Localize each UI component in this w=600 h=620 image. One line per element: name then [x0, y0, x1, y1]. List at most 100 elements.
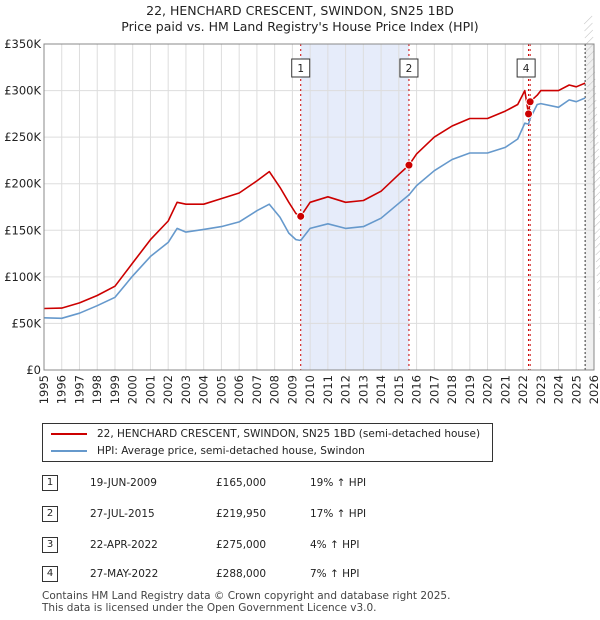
transaction-date: 27-MAY-2022	[90, 568, 159, 580]
forecast-hatch	[590, 155, 600, 165]
x-tick-label: 2011	[321, 375, 335, 404]
forecast-hatch	[593, 206, 600, 214]
forecast-hatch	[584, 29, 594, 39]
forecast-hatch	[586, 64, 595, 74]
x-tick-label: 2023	[534, 375, 548, 404]
y-tick-label: £200K	[4, 177, 41, 191]
forecast-hatch	[593, 213, 600, 221]
sale-number-label: 2	[406, 63, 413, 75]
forecast-region	[585, 44, 594, 370]
forecast-hatch	[595, 257, 600, 263]
forecast-hatch	[595, 242, 600, 249]
forecast-hatch	[586, 57, 595, 67]
y-tick-label: £50K	[12, 316, 42, 330]
sale-number-box	[291, 58, 311, 78]
forecast-hatch	[585, 50, 595, 60]
forecast-hatch	[596, 272, 600, 277]
forecast-hatch	[591, 162, 600, 172]
forecast-hatch	[597, 294, 600, 298]
forecast-hatch	[588, 99, 597, 109]
transaction-number: 4	[42, 566, 58, 582]
forecast-hatch	[584, 22, 593, 32]
x-tick-label: 2021	[498, 375, 512, 404]
transaction-number: 1	[42, 475, 58, 491]
x-tick-label: 2000	[126, 375, 140, 404]
x-tick-label: 2012	[339, 375, 353, 404]
forecast-hatch	[589, 120, 598, 130]
x-tick-label: 2017	[427, 375, 441, 404]
x-tick-label: 2022	[516, 375, 530, 404]
y-tick-label: £0	[26, 363, 41, 377]
x-tick-label: 2010	[303, 375, 317, 404]
x-tick-label: 2007	[250, 375, 264, 404]
sale-number-box	[516, 58, 536, 78]
forecast-hatch	[588, 106, 597, 116]
y-tick-label: £350K	[4, 37, 41, 51]
y-tick-label: £150K	[4, 223, 41, 237]
legend-label-hpi: HPI: Average price, semi-detached house,…	[97, 445, 365, 457]
transaction-price: £165,000	[216, 477, 267, 489]
hpi-line	[43, 97, 586, 320]
transaction-hpi: 4% ↑ HPI	[310, 539, 360, 551]
x-tick-label: 2019	[463, 375, 477, 404]
price-chart: 1 2 4 £0 £50K £100K £150K £200K £250K £300K £350K…	[4, 15, 600, 404]
legend-swatch-property	[51, 433, 87, 435]
forecast-hatch	[585, 43, 594, 53]
x-tick-label: 2013	[356, 375, 370, 404]
transaction-hpi: 19% ↑ HPI	[310, 477, 367, 489]
legend-item-hpi: HPI: Average price, semi-detached house,…	[51, 443, 365, 459]
x-tick-label: 1999	[108, 375, 122, 404]
x-tick-label: 2004	[197, 375, 211, 404]
sale-number-box	[399, 58, 419, 78]
transaction-hpi: 17% ↑ HPI	[310, 508, 367, 520]
transaction-number: 2	[42, 506, 58, 522]
forecast-hatch	[597, 287, 600, 291]
sale-point	[524, 109, 534, 119]
transaction-price: £288,000	[216, 568, 267, 580]
transaction-number: 3	[42, 537, 58, 553]
transaction-date: 19-JUN-2009	[90, 477, 157, 489]
transaction-row: 2 27-JUL-2015 £219,950 17% ↑ HPI	[42, 504, 562, 524]
sale-point	[525, 97, 535, 107]
forecast-hatch	[587, 92, 597, 102]
x-tick-label: 2008	[268, 375, 282, 404]
forecast-hatch	[596, 264, 600, 270]
plot-border	[43, 43, 595, 371]
forecast-hatch	[591, 169, 600, 179]
x-tick-label: 2026	[587, 375, 600, 404]
x-tick-label: 2016	[410, 375, 424, 404]
transaction-hpi: 7% ↑ HPI	[310, 568, 360, 580]
forecast-hatch	[596, 279, 600, 284]
x-tick-label: 2009	[285, 375, 299, 404]
forecast-hatch	[583, 15, 593, 25]
transaction-date: 27-JUL-2015	[90, 508, 155, 520]
forecast-hatch	[590, 148, 599, 158]
sale-point	[404, 160, 414, 170]
transaction-row: 1 19-JUN-2009 £165,000 19% ↑ HPI	[42, 473, 562, 493]
forecast-hatch	[597, 301, 600, 305]
transaction-price: £219,950	[216, 508, 267, 520]
y-tick-label: £300K	[4, 84, 41, 98]
transaction-date: 22-APR-2022	[90, 539, 158, 551]
x-tick-label: 1998	[90, 375, 104, 404]
x-tick-label: 2014	[374, 375, 388, 404]
footer-licence: This data is licensed under the Open Gov…	[42, 602, 377, 614]
chart-legend: 22, HENCHARD CRESCENT, SWINDON, SN25 1BD…	[42, 423, 493, 462]
transaction-row: 4 27-MAY-2022 £288,000 7% ↑ HPI	[42, 564, 562, 584]
sale-number-label: 4	[523, 63, 530, 75]
shaded-ownership-region	[300, 44, 409, 370]
forecast-hatch	[588, 113, 598, 123]
transaction-row: 3 22-APR-2022 £275,000 4% ↑ HPI	[42, 535, 562, 555]
x-tick-label: 1996	[55, 375, 69, 404]
chart-subtitle: Price paid vs. HM Land Registry's House …	[121, 19, 479, 34]
y-tick-label: £250K	[4, 130, 41, 144]
x-tick-label: 2003	[179, 375, 193, 404]
chart-title: 22, HENCHARD CRESCENT, SWINDON, SN25 1BD	[146, 3, 454, 18]
transaction-price: £275,000	[216, 539, 267, 551]
x-tick-label: 2006	[232, 375, 246, 404]
x-tick-label: 2015	[392, 375, 406, 404]
sale-number-label: 1	[297, 63, 304, 75]
x-tick-label: 2002	[161, 375, 175, 404]
forecast-hatch	[595, 250, 600, 256]
forecast-hatch	[594, 235, 600, 242]
